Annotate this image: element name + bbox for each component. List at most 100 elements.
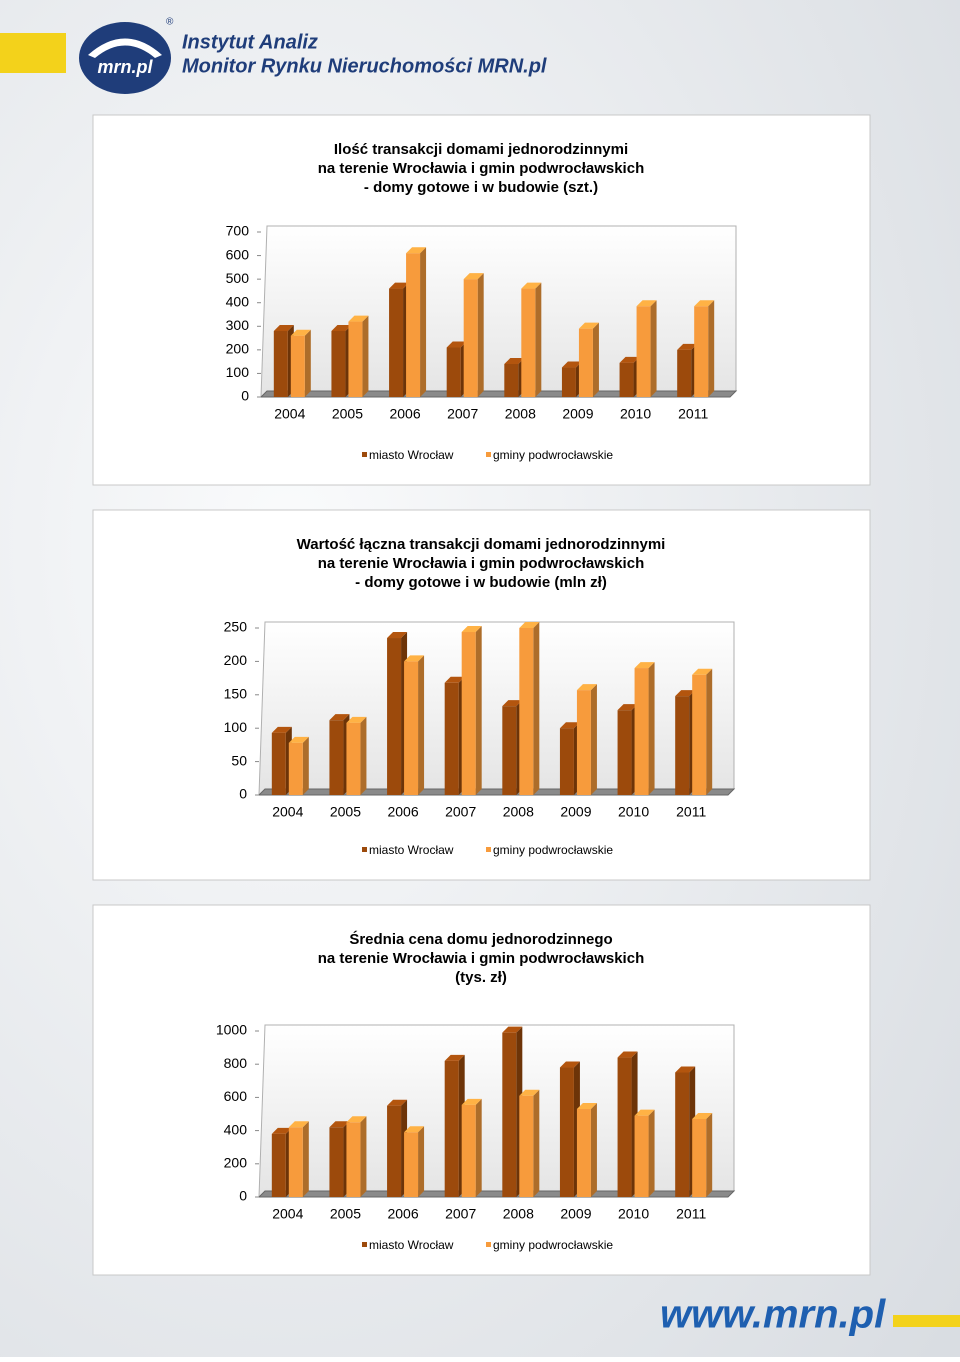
bar (576, 1109, 591, 1197)
bar-top (636, 300, 657, 307)
y-tick-label: 800 (224, 1055, 248, 1071)
header-line1: Instytut Analiz (182, 31, 318, 53)
chart-title: Średnia cena domu jednorodzinnego (349, 930, 612, 948)
bar (634, 668, 649, 795)
chart-title: - domy gotowe i w budowie (mln zł) (355, 574, 607, 591)
bar (444, 1060, 459, 1197)
bar-top (692, 668, 713, 675)
bar-side (360, 1116, 367, 1197)
bar-side (302, 736, 309, 795)
bar (329, 1127, 344, 1197)
y-tick-label: 200 (224, 1155, 248, 1171)
bar (561, 367, 576, 397)
bar-top (559, 1061, 580, 1068)
chart-title: - domy gotowe i w budowie (szt.) (364, 179, 598, 196)
logo (79, 22, 171, 94)
chart-title: na terenie Wrocławia i gmin podwrocławsk… (318, 950, 644, 967)
legend-label: gminy podwrocławskie (493, 448, 613, 462)
bar (461, 632, 476, 795)
legend-label: miasto Wrocław (369, 1238, 454, 1252)
bar-top (389, 282, 410, 289)
bar-top (576, 684, 597, 691)
bar (290, 335, 305, 397)
y-tick-label: 100 (226, 364, 250, 380)
legend-swatch (486, 1242, 491, 1247)
bar-side (535, 282, 542, 397)
bar-side (650, 300, 657, 397)
bar (502, 706, 517, 795)
bar-top (519, 1089, 540, 1096)
bar-top (331, 325, 352, 331)
x-tick-label: 2010 (618, 1206, 649, 1222)
y-tick-label: 250 (224, 619, 248, 635)
bar-top (694, 300, 715, 307)
y-tick-label: 200 (226, 341, 250, 357)
bar-top (290, 329, 311, 336)
chart-title: na terenie Wrocławia i gmin podwrocławsk… (318, 555, 644, 572)
x-tick-label: 2006 (389, 406, 420, 422)
bar (617, 1057, 632, 1197)
bar-top (387, 632, 408, 639)
bar (387, 1105, 402, 1197)
x-tick-label: 2011 (678, 406, 708, 422)
x-tick-label: 2007 (445, 1206, 476, 1222)
x-tick-label: 2008 (503, 1206, 534, 1222)
bar-top (444, 676, 465, 683)
x-tick-label: 2008 (503, 804, 534, 820)
bar (502, 1032, 517, 1197)
bar (463, 279, 478, 397)
bar-top (329, 714, 350, 721)
bar-top (617, 704, 638, 711)
y-tick-label: 400 (226, 293, 250, 309)
bar (404, 661, 419, 795)
y-tick-label: 600 (226, 246, 250, 262)
bar (444, 682, 459, 795)
x-tick-label: 2011 (676, 1206, 706, 1222)
bar (346, 1122, 361, 1197)
bar-top (461, 1098, 482, 1105)
bar-top (329, 1121, 350, 1128)
bar (692, 1118, 707, 1197)
x-tick-label: 2009 (560, 1206, 591, 1222)
y-tick-label: 0 (241, 388, 249, 404)
chart-title: Ilość transakcji domami jednorodzinnymi (334, 141, 628, 158)
bar-top (463, 273, 484, 280)
bar-top (406, 247, 427, 254)
bar-top (619, 356, 640, 363)
bar-top (561, 361, 582, 368)
bar-side (592, 322, 599, 397)
bar (619, 362, 634, 397)
y-tick-label: 200 (224, 652, 248, 668)
bar-top (576, 1103, 597, 1110)
bar (271, 732, 286, 795)
bar (331, 331, 346, 397)
legend-label: miasto Wrocław (369, 843, 454, 857)
bar (446, 347, 461, 397)
legend-swatch (362, 847, 367, 852)
bar-top (346, 716, 367, 723)
bar (346, 722, 361, 795)
x-tick-label: 2004 (272, 804, 303, 820)
x-tick-label: 2010 (618, 804, 649, 820)
bar-top (348, 315, 369, 322)
bar-top (617, 1051, 638, 1058)
bar (576, 690, 591, 795)
bar-top (404, 655, 425, 662)
bar (677, 349, 692, 397)
bar-top (461, 626, 482, 633)
bar (559, 1067, 574, 1197)
x-tick-label: 2009 (562, 406, 593, 422)
chart-title: na terenie Wrocławia i gmin podwrocławsk… (318, 160, 644, 177)
bar-side (418, 1126, 425, 1197)
bar (521, 288, 536, 397)
bar (692, 674, 707, 795)
bar-side (418, 655, 425, 795)
bar (461, 1104, 476, 1197)
bar-top (634, 1109, 655, 1116)
x-tick-label: 2004 (272, 1206, 303, 1222)
bar (617, 710, 632, 795)
bar-top (387, 1099, 408, 1106)
bar (273, 331, 288, 397)
